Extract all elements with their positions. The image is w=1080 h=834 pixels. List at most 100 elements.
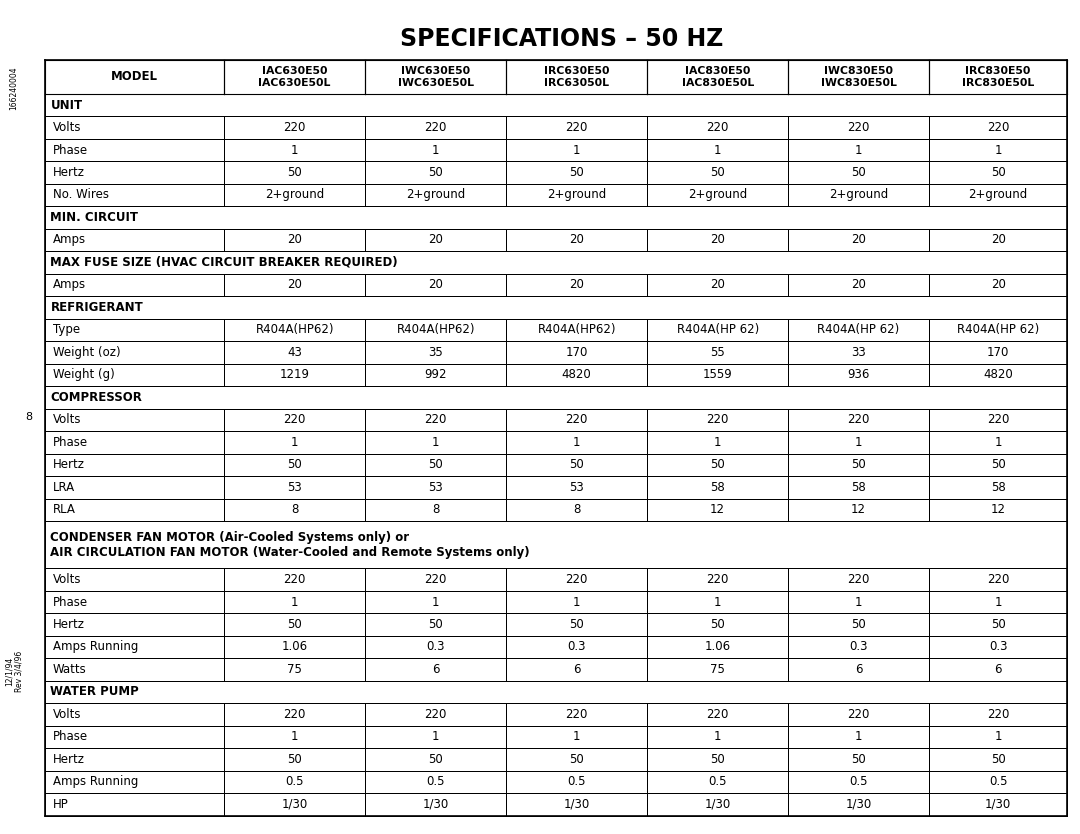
Text: 75: 75 bbox=[711, 663, 725, 676]
Text: WATER PUMP: WATER PUMP bbox=[51, 686, 139, 698]
Text: 50: 50 bbox=[990, 166, 1005, 179]
Text: Volts: Volts bbox=[53, 121, 81, 134]
Text: 50: 50 bbox=[711, 618, 725, 631]
Text: 2+ground: 2+ground bbox=[406, 188, 465, 202]
Text: MAX FUSE SIZE (HVAC CIRCUIT BREAKER REQUIRED): MAX FUSE SIZE (HVAC CIRCUIT BREAKER REQU… bbox=[51, 256, 399, 269]
Text: 0.3: 0.3 bbox=[567, 641, 585, 654]
Text: 0.5: 0.5 bbox=[567, 776, 585, 788]
Text: 20: 20 bbox=[569, 234, 584, 247]
Text: 50: 50 bbox=[287, 618, 302, 631]
Text: Amps: Amps bbox=[53, 279, 85, 291]
Text: 2+ground: 2+ground bbox=[265, 188, 324, 202]
Text: 0.5: 0.5 bbox=[427, 776, 445, 788]
Text: 50: 50 bbox=[990, 753, 1005, 766]
Text: 1: 1 bbox=[714, 595, 721, 609]
Text: R404A(HP 62): R404A(HP 62) bbox=[818, 324, 900, 336]
Text: HP: HP bbox=[53, 798, 68, 811]
Text: 220: 220 bbox=[566, 121, 588, 134]
Text: Watts: Watts bbox=[53, 663, 86, 676]
Text: 53: 53 bbox=[429, 481, 443, 494]
Text: 50: 50 bbox=[711, 166, 725, 179]
Text: 220: 220 bbox=[848, 573, 869, 586]
Text: 58: 58 bbox=[851, 481, 866, 494]
Text: 1: 1 bbox=[291, 143, 298, 157]
Text: MODEL: MODEL bbox=[111, 70, 159, 83]
Text: 20: 20 bbox=[711, 279, 725, 291]
Text: 58: 58 bbox=[990, 481, 1005, 494]
Text: 220: 220 bbox=[566, 708, 588, 721]
Text: 1/30: 1/30 bbox=[282, 798, 308, 811]
Text: Phase: Phase bbox=[53, 436, 87, 449]
Text: 2+ground: 2+ground bbox=[546, 188, 606, 202]
Text: Hertz: Hertz bbox=[53, 618, 84, 631]
Text: UNIT: UNIT bbox=[51, 98, 82, 112]
Text: 1: 1 bbox=[572, 436, 580, 449]
Text: Phase: Phase bbox=[53, 595, 87, 609]
Text: 1: 1 bbox=[714, 436, 721, 449]
Text: 1: 1 bbox=[432, 595, 440, 609]
Text: 50: 50 bbox=[990, 459, 1005, 471]
Text: 50: 50 bbox=[569, 753, 584, 766]
Text: 20: 20 bbox=[569, 279, 584, 291]
Text: 50: 50 bbox=[851, 459, 866, 471]
Text: COMPRESSOR: COMPRESSOR bbox=[51, 391, 143, 404]
Text: 220: 220 bbox=[987, 121, 1010, 134]
Text: 8: 8 bbox=[432, 503, 440, 516]
Text: 1219: 1219 bbox=[280, 369, 310, 381]
Text: 20: 20 bbox=[428, 234, 443, 247]
Text: 1: 1 bbox=[572, 731, 580, 743]
Text: 50: 50 bbox=[569, 459, 584, 471]
Text: 170: 170 bbox=[566, 346, 588, 359]
Text: Amps Running: Amps Running bbox=[53, 641, 138, 654]
Text: 1: 1 bbox=[572, 143, 580, 157]
Text: 220: 220 bbox=[706, 573, 729, 586]
Text: 1: 1 bbox=[432, 731, 440, 743]
Text: R404A(HP 62): R404A(HP 62) bbox=[676, 324, 759, 336]
Text: 220: 220 bbox=[283, 414, 306, 426]
Text: 220: 220 bbox=[848, 708, 869, 721]
Text: Amps Running: Amps Running bbox=[53, 776, 138, 788]
Text: Weight (oz): Weight (oz) bbox=[53, 346, 120, 359]
Text: Phase: Phase bbox=[53, 731, 87, 743]
Text: 50: 50 bbox=[711, 459, 725, 471]
Text: REFRIGERANT: REFRIGERANT bbox=[51, 301, 144, 314]
Text: 220: 220 bbox=[706, 414, 729, 426]
Text: 220: 220 bbox=[987, 573, 1010, 586]
Text: 220: 220 bbox=[848, 121, 869, 134]
Text: 12: 12 bbox=[990, 503, 1005, 516]
Text: IAC830E50
IAC830E50L: IAC830E50 IAC830E50L bbox=[681, 66, 754, 88]
Text: 12: 12 bbox=[711, 503, 725, 516]
Text: 8: 8 bbox=[26, 412, 32, 422]
Text: 43: 43 bbox=[287, 346, 302, 359]
Text: IRC830E50
IRC830E50L: IRC830E50 IRC830E50L bbox=[962, 66, 1035, 88]
Text: 12: 12 bbox=[851, 503, 866, 516]
Text: 20: 20 bbox=[990, 234, 1005, 247]
Text: R404A(HP 62): R404A(HP 62) bbox=[957, 324, 1039, 336]
Text: 20: 20 bbox=[990, 279, 1005, 291]
Text: 50: 50 bbox=[287, 753, 302, 766]
Text: No. Wires: No. Wires bbox=[53, 188, 108, 202]
Text: 1: 1 bbox=[855, 436, 862, 449]
Text: LRA: LRA bbox=[53, 481, 75, 494]
Text: 1.06: 1.06 bbox=[704, 641, 731, 654]
Text: 55: 55 bbox=[711, 346, 725, 359]
Text: 1/30: 1/30 bbox=[846, 798, 872, 811]
Text: 1: 1 bbox=[855, 143, 862, 157]
Text: R404A(HP62): R404A(HP62) bbox=[396, 324, 475, 336]
Text: 50: 50 bbox=[851, 166, 866, 179]
Text: 1: 1 bbox=[714, 731, 721, 743]
Text: 220: 220 bbox=[848, 414, 869, 426]
Text: 220: 220 bbox=[987, 414, 1010, 426]
Text: 1: 1 bbox=[291, 731, 298, 743]
Text: Type: Type bbox=[53, 324, 80, 336]
Text: 8: 8 bbox=[291, 503, 298, 516]
Text: Hertz: Hertz bbox=[53, 166, 84, 179]
Text: 20: 20 bbox=[851, 234, 866, 247]
Text: 220: 220 bbox=[424, 121, 447, 134]
Text: 50: 50 bbox=[851, 753, 866, 766]
Text: Volts: Volts bbox=[53, 573, 81, 586]
Text: 20: 20 bbox=[287, 234, 302, 247]
Text: 6: 6 bbox=[995, 663, 1002, 676]
Text: 1: 1 bbox=[855, 731, 862, 743]
Text: 50: 50 bbox=[569, 618, 584, 631]
